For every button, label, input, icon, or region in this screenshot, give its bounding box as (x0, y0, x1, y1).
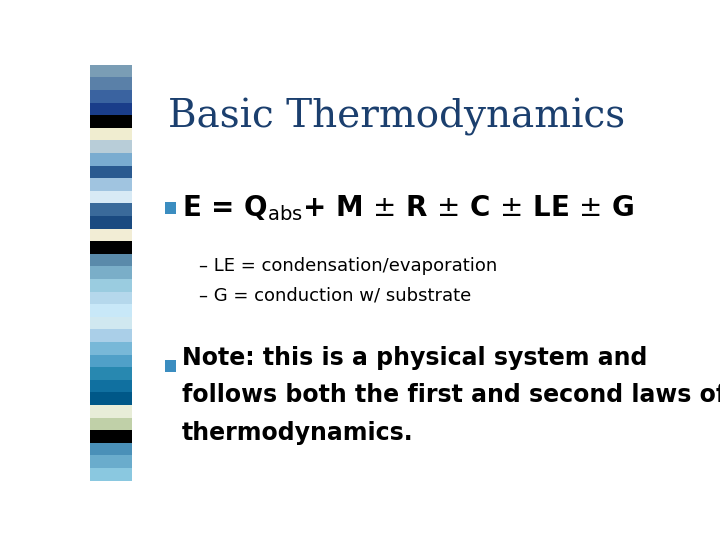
Bar (166, 202, 176, 214)
Bar (90, 90, 132, 103)
Text: follows both the first and second laws of: follows both the first and second laws o… (182, 383, 720, 407)
Bar (90, 430, 132, 443)
Text: – G = conduction w/ substrate: – G = conduction w/ substrate (199, 287, 471, 305)
Text: Note: this is a physical system and: Note: this is a physical system and (182, 346, 647, 370)
Bar (90, 216, 132, 228)
Bar (90, 140, 132, 153)
Bar (90, 191, 132, 204)
Bar (90, 292, 132, 304)
Bar (90, 166, 132, 178)
Bar (90, 115, 132, 128)
Bar (90, 393, 132, 405)
Bar (90, 279, 132, 292)
Bar (90, 153, 132, 166)
Bar (90, 266, 132, 279)
Bar (90, 178, 132, 191)
Bar (90, 355, 132, 367)
Bar (90, 65, 132, 77)
Bar (90, 443, 132, 455)
Bar (90, 329, 132, 342)
Bar (90, 405, 132, 417)
Text: E = Q$_{\sf abs}$+ M $\pm$ R $\pm$ C $\pm$ LE $\pm$ G: E = Q$_{\sf abs}$+ M $\pm$ R $\pm$ C $\p… (182, 193, 634, 223)
Bar (90, 204, 132, 216)
Bar (90, 241, 132, 254)
Bar (90, 228, 132, 241)
Bar (90, 77, 132, 90)
Text: – LE = condensation/evaporation: – LE = condensation/evaporation (199, 258, 497, 275)
Bar (90, 128, 132, 140)
Bar (90, 254, 132, 266)
Bar (90, 103, 132, 115)
Bar (90, 342, 132, 355)
Bar (90, 367, 132, 380)
Bar (90, 455, 132, 468)
Bar (90, 317, 132, 329)
Text: thermodynamics.: thermodynamics. (182, 421, 414, 445)
Bar (90, 417, 132, 430)
Bar (90, 380, 132, 393)
Bar (90, 468, 132, 481)
Bar (90, 304, 132, 317)
Text: Basic Thermodynamics: Basic Thermodynamics (168, 98, 625, 136)
Bar (166, 360, 176, 373)
